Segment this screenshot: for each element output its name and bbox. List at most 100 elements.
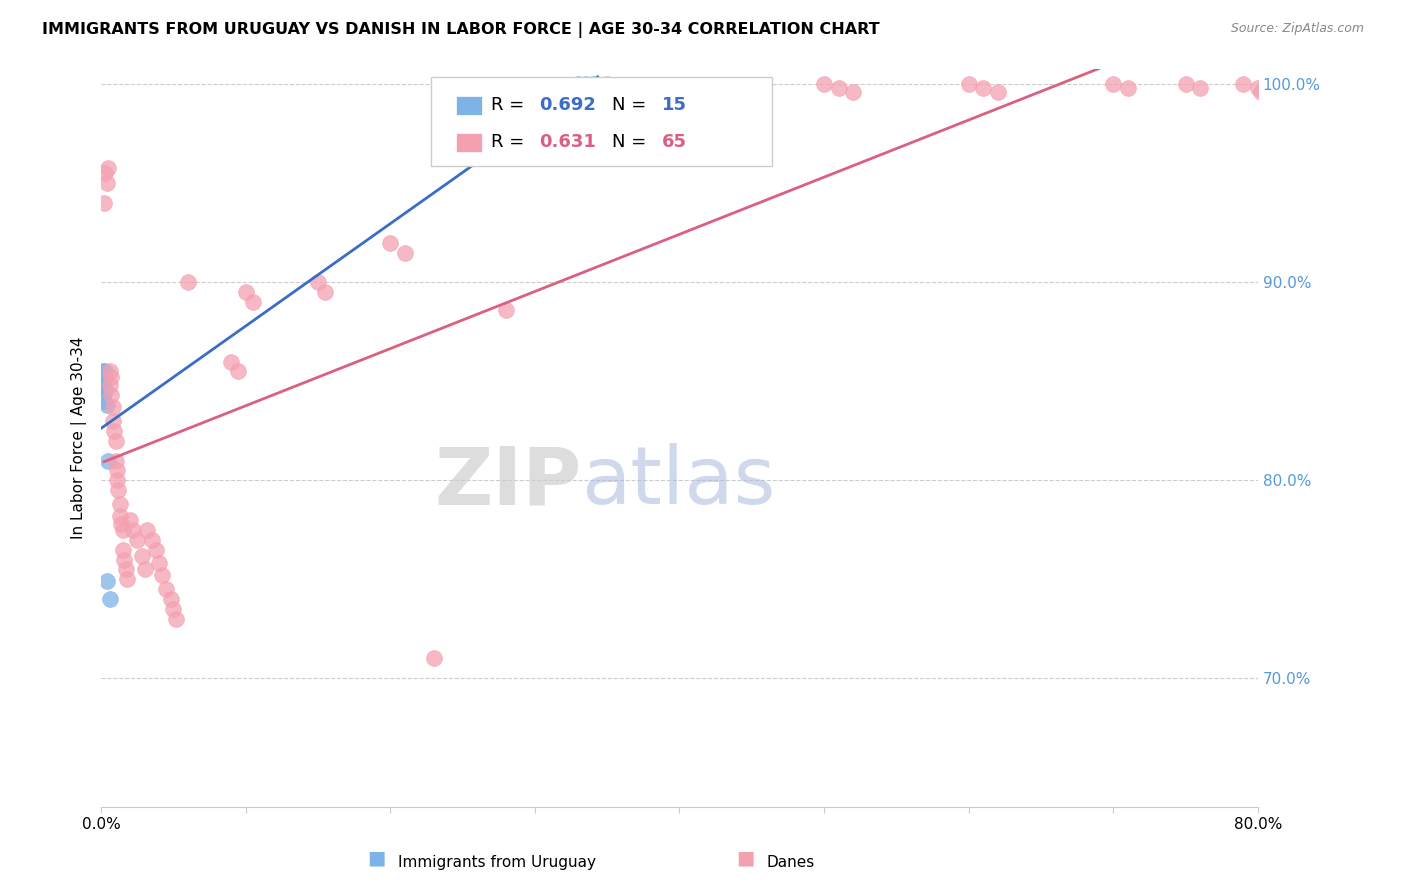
Text: atlas: atlas xyxy=(581,443,776,521)
Point xyxy=(177,276,200,290)
Point xyxy=(148,557,170,571)
Text: Danes: Danes xyxy=(766,855,814,870)
Point xyxy=(94,384,117,399)
Point xyxy=(145,542,167,557)
Point xyxy=(596,78,619,92)
Point xyxy=(1116,81,1139,95)
Point xyxy=(155,582,177,597)
Point xyxy=(957,78,980,92)
Point xyxy=(1102,78,1125,92)
Point xyxy=(94,364,117,378)
Point xyxy=(110,516,132,531)
Point xyxy=(582,78,605,92)
Point xyxy=(115,572,138,586)
Point xyxy=(101,400,124,414)
Text: Immigrants from Uruguay: Immigrants from Uruguay xyxy=(398,855,596,870)
Point xyxy=(1247,81,1270,95)
Point xyxy=(118,513,141,527)
Point xyxy=(114,562,136,576)
Point xyxy=(96,398,118,412)
Point xyxy=(100,388,122,402)
Y-axis label: In Labor Force | Age 30-34: In Labor Force | Age 30-34 xyxy=(72,336,87,539)
Point xyxy=(972,81,994,95)
Point xyxy=(228,364,250,378)
Text: ■: ■ xyxy=(367,848,387,867)
Point xyxy=(574,78,596,92)
Point xyxy=(422,651,444,665)
Point xyxy=(93,394,115,409)
Text: N =: N = xyxy=(613,96,652,114)
Point xyxy=(165,612,187,626)
Point xyxy=(827,81,849,95)
Text: Source: ZipAtlas.com: Source: ZipAtlas.com xyxy=(1230,22,1364,36)
Point xyxy=(136,523,159,537)
Point xyxy=(813,78,835,92)
Point xyxy=(314,285,336,300)
Point xyxy=(1174,78,1197,92)
Point xyxy=(94,370,117,384)
Point xyxy=(567,78,589,92)
Point xyxy=(141,533,163,547)
Point xyxy=(108,497,131,511)
Point xyxy=(105,473,128,487)
Point xyxy=(162,602,184,616)
Text: 65: 65 xyxy=(662,134,688,152)
Point xyxy=(94,166,117,180)
FancyBboxPatch shape xyxy=(430,78,772,166)
Point xyxy=(242,295,264,310)
Point xyxy=(624,85,647,99)
Point xyxy=(150,568,173,582)
Point xyxy=(101,414,124,428)
Point xyxy=(235,285,257,300)
Point xyxy=(1232,78,1254,92)
Point xyxy=(131,549,153,563)
Point xyxy=(112,552,135,566)
Point xyxy=(610,81,633,95)
FancyBboxPatch shape xyxy=(456,133,482,152)
Point xyxy=(134,562,156,576)
Text: R =: R = xyxy=(491,134,530,152)
Text: 15: 15 xyxy=(662,96,688,114)
Point xyxy=(91,364,114,378)
Point xyxy=(97,161,120,175)
Text: N =: N = xyxy=(613,134,652,152)
Point xyxy=(96,574,118,589)
Point xyxy=(98,364,121,378)
Point xyxy=(219,354,242,368)
Point xyxy=(100,370,122,384)
Text: R =: R = xyxy=(491,96,530,114)
Text: ■: ■ xyxy=(735,848,755,867)
Point xyxy=(108,508,131,523)
Text: IMMIGRANTS FROM URUGUAY VS DANISH IN LABOR FORCE | AGE 30-34 CORRELATION CHART: IMMIGRANTS FROM URUGUAY VS DANISH IN LAB… xyxy=(42,22,880,38)
Point xyxy=(91,378,114,392)
Point xyxy=(93,196,115,211)
Point xyxy=(93,368,115,383)
Point xyxy=(107,483,129,498)
Point xyxy=(987,85,1010,99)
Point xyxy=(98,592,121,607)
Text: 0.692: 0.692 xyxy=(540,96,596,114)
Text: ZIP: ZIP xyxy=(434,443,581,521)
Point xyxy=(122,523,145,537)
Point xyxy=(127,533,149,547)
Point xyxy=(394,245,416,260)
Point xyxy=(98,378,121,392)
Point xyxy=(93,380,115,394)
Point xyxy=(495,303,517,318)
FancyBboxPatch shape xyxy=(456,95,482,115)
Point xyxy=(97,453,120,467)
Point xyxy=(105,463,128,477)
Point xyxy=(104,453,127,467)
Point xyxy=(842,85,865,99)
Point xyxy=(111,542,134,557)
Point xyxy=(103,424,125,438)
Text: 0.631: 0.631 xyxy=(540,134,596,152)
Point xyxy=(111,523,134,537)
Point xyxy=(307,276,329,290)
Point xyxy=(104,434,127,448)
Point xyxy=(1188,81,1211,95)
Point xyxy=(380,235,402,250)
Point xyxy=(1250,85,1272,99)
Point xyxy=(96,177,118,191)
Point xyxy=(159,592,181,607)
